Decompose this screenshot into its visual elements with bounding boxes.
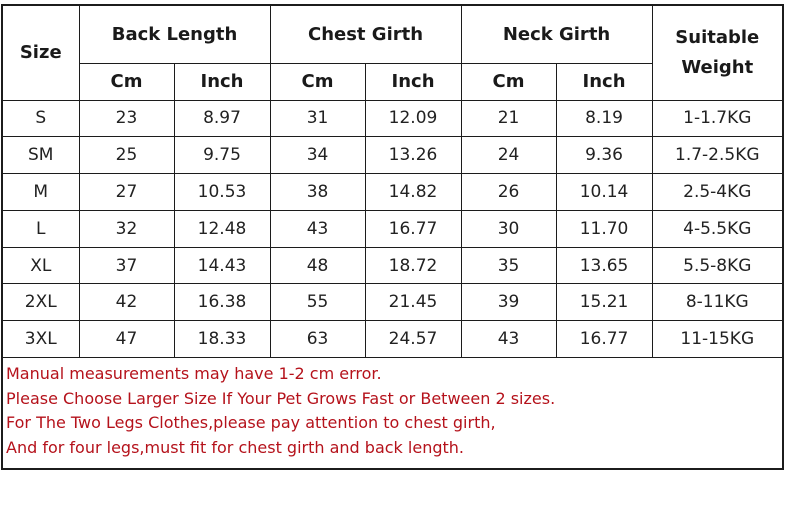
back-cm-header: Cm — [79, 62, 175, 101]
back-inch-cell: 8.97 — [173, 100, 271, 138]
back-cm-cell: 42 — [78, 283, 175, 322]
chest-inch-cell: 16.77 — [364, 209, 462, 248]
neck-inch-cell: 11.70 — [555, 209, 653, 248]
neck-inch-cell: 10.14 — [555, 173, 653, 211]
chest-cm-cell: 31 — [269, 100, 366, 138]
chest-inch-cell: 12.09 — [364, 100, 462, 138]
neck-girth-header: Neck Girth — [460, 6, 653, 64]
table-row: 2XL 42 16.38 55 21.45 39 15.21 8-11KG — [3, 283, 783, 322]
back-inch-cell: 16.38 — [173, 283, 271, 322]
table-row: L 32 12.48 43 16.77 30 11.70 4-5.5KG — [3, 209, 783, 248]
table-row: M 27 10.53 38 14.82 26 10.14 2.5-4KG — [3, 173, 783, 211]
back-cm-cell: 27 — [78, 173, 175, 211]
suitable-weight-line1: Suitable — [675, 26, 760, 48]
chest-cm-cell: 38 — [269, 173, 366, 211]
size-cell: L — [3, 209, 80, 248]
weight-cell: 8-11KG — [651, 283, 783, 322]
size-cell: SM — [3, 136, 80, 175]
neck-inch-header: Inch — [555, 62, 653, 101]
suitable-weight-line2: Weight — [681, 56, 754, 78]
size-chart: Size Back Length Chest Girth Neck Girth … — [1, 4, 784, 470]
chest-cm-cell: 34 — [269, 136, 366, 175]
size-cell: 2XL — [3, 283, 80, 322]
back-cm-cell: 25 — [78, 136, 175, 175]
weight-cell: 4-5.5KG — [651, 209, 783, 248]
neck-cm-cell: 39 — [460, 283, 557, 322]
chest-inch-cell: 21.45 — [364, 283, 462, 322]
note-line: Manual measurements may have 1-2 cm erro… — [6, 364, 382, 383]
chest-cm-cell: 43 — [269, 209, 366, 248]
neck-inch-cell: 16.77 — [555, 320, 653, 359]
back-cm-cell: 23 — [78, 100, 175, 138]
note-line: For The Two Legs Clothes,please pay atte… — [6, 413, 496, 432]
neck-cm-cell: 35 — [460, 246, 557, 285]
back-inch-cell: 14.43 — [173, 246, 271, 285]
chest-inch-header: Inch — [364, 62, 462, 101]
chest-inch-cell: 14.82 — [364, 173, 462, 211]
chest-girth-header: Chest Girth — [269, 6, 462, 64]
size-cell: S — [3, 100, 80, 138]
chest-inch-cell: 24.57 — [364, 320, 462, 359]
table-row: XL 37 14.43 48 18.72 35 13.65 5.5-8KG — [3, 246, 783, 285]
suitable-weight-header: Suitable Weight — [651, 6, 783, 101]
neck-cm-header: Cm — [460, 62, 557, 101]
neck-inch-cell: 15.21 — [555, 283, 653, 322]
table-row: SM 25 9.75 34 13.26 24 9.36 1.7-2.5KG — [3, 136, 783, 175]
neck-inch-cell: 8.19 — [555, 100, 653, 138]
chest-inch-cell: 18.72 — [364, 246, 462, 285]
weight-cell: 2.5-4KG — [651, 173, 783, 211]
back-inch-header: Inch — [173, 62, 271, 101]
chest-cm-cell: 63 — [269, 320, 366, 359]
back-cm-cell: 47 — [78, 320, 175, 359]
back-length-header: Back Length — [78, 6, 271, 64]
back-cm-cell: 37 — [78, 246, 175, 285]
weight-cell: 5.5-8KG — [651, 246, 783, 285]
chest-cm-header: Cm — [269, 62, 366, 101]
chest-cm-cell: 48 — [269, 246, 366, 285]
weight-cell: 11-15KG — [651, 320, 783, 359]
notes-section: Manual measurements may have 1-2 cm erro… — [6, 362, 776, 460]
back-inch-cell: 10.53 — [173, 173, 271, 211]
neck-cm-cell: 21 — [460, 100, 557, 138]
neck-cm-cell: 43 — [460, 320, 557, 359]
chest-inch-cell: 13.26 — [364, 136, 462, 175]
neck-inch-cell: 13.65 — [555, 246, 653, 285]
size-cell: M — [3, 173, 80, 211]
table-row: S 23 8.97 31 12.09 21 8.19 1-1.7KG — [3, 100, 783, 138]
back-inch-cell: 9.75 — [173, 136, 271, 175]
weight-cell: 1-1.7KG — [651, 100, 783, 138]
chest-cm-cell: 55 — [269, 283, 366, 322]
neck-cm-cell: 30 — [460, 209, 557, 248]
size-header: Size — [3, 6, 80, 101]
neck-inch-cell: 9.36 — [555, 136, 653, 175]
neck-cm-cell: 26 — [460, 173, 557, 211]
back-inch-cell: 12.48 — [173, 209, 271, 248]
back-inch-cell: 18.33 — [173, 320, 271, 359]
weight-cell: 1.7-2.5KG — [651, 136, 783, 175]
size-table: Size Back Length Chest Girth Neck Girth … — [3, 6, 783, 359]
size-cell: XL — [3, 246, 80, 285]
table-row: 3XL 47 18.33 63 24.57 43 16.77 11-15KG — [3, 320, 783, 359]
note-line: And for four legs,must fit for chest gir… — [6, 437, 464, 457]
neck-cm-cell: 24 — [460, 136, 557, 175]
back-cm-cell: 32 — [78, 209, 175, 248]
note-line: Please Choose Larger Size If Your Pet Gr… — [6, 388, 556, 408]
size-cell: 3XL — [3, 320, 80, 359]
